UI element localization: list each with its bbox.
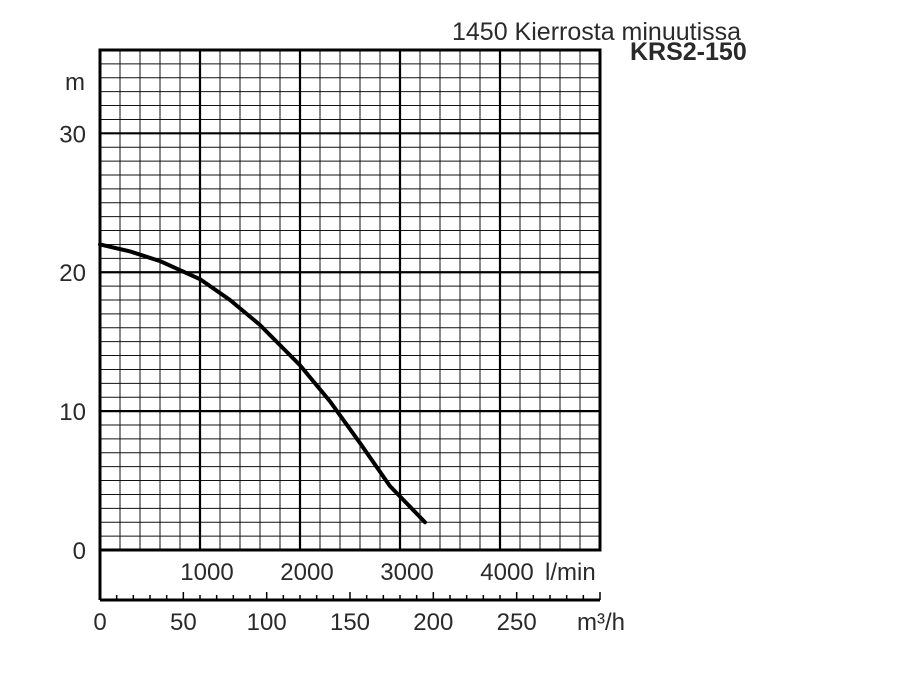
x-tick-label: 3000 xyxy=(380,559,433,586)
chart-subtitle: KRS2-150 xyxy=(630,38,747,66)
chart-frame xyxy=(98,48,602,602)
x2-tick-label: 200 xyxy=(413,609,453,636)
x-tick-label: 2000 xyxy=(280,559,333,586)
y-tick-label: 0 xyxy=(73,538,86,565)
pump-curve-line xyxy=(98,242,427,525)
x2-tick-label: 0 xyxy=(93,609,106,636)
x-tick-label: 4000 xyxy=(480,559,533,586)
x-axis-label: l/min xyxy=(545,559,596,586)
x-tick-label: 1000 xyxy=(180,559,233,586)
y-tick-label: 10 xyxy=(59,399,86,426)
y-tick-label: 20 xyxy=(59,260,86,287)
y-tick-label: 30 xyxy=(59,121,86,148)
x2-tick-label: 100 xyxy=(247,609,287,636)
x2-tick-label: 150 xyxy=(330,609,370,636)
plot-border xyxy=(98,48,602,552)
x2-tick-label: 250 xyxy=(497,609,537,636)
x2-axis-label: m³/h xyxy=(577,609,625,636)
tick-labels: 0 10 20 30 1000 2000 3000 4000 0 50 100 150 200 250 xyxy=(59,121,536,636)
y-axis-label: m xyxy=(65,69,85,96)
x2-tick-label: 50 xyxy=(170,609,197,636)
minor-gridlines xyxy=(99,49,601,551)
pump-curves xyxy=(98,242,427,525)
chart-title: 1450 Kierrosta minuutissa xyxy=(452,18,741,46)
